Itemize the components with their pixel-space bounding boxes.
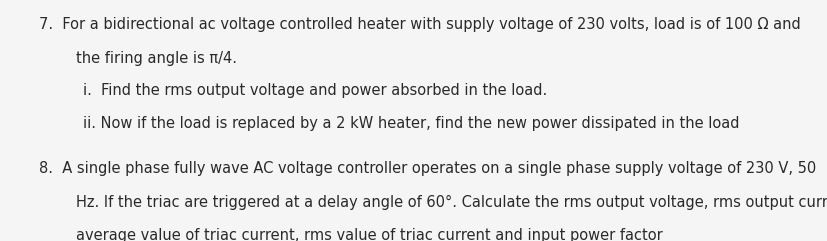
Text: i.  Find the rms output voltage and power absorbed in the load.: i. Find the rms output voltage and power… [83, 83, 547, 98]
Text: Hz. If the triac are triggered at a delay angle of 60°. Calculate the rms output: Hz. If the triac are triggered at a dela… [76, 195, 827, 210]
Text: ii. Now if the load is replaced by a 2 kW heater, find the new power dissipated : ii. Now if the load is replaced by a 2 k… [83, 116, 739, 131]
Text: average value of triac current, rms value of triac current and input power facto: average value of triac current, rms valu… [76, 228, 662, 241]
Text: 8.  A single phase fully wave AC voltage controller operates on a single phase s: 8. A single phase fully wave AC voltage … [39, 161, 816, 176]
Text: the firing angle is π/4.: the firing angle is π/4. [76, 51, 237, 66]
Text: 7.  For a bidirectional ac voltage controlled heater with supply voltage of 230 : 7. For a bidirectional ac voltage contro… [39, 17, 801, 32]
